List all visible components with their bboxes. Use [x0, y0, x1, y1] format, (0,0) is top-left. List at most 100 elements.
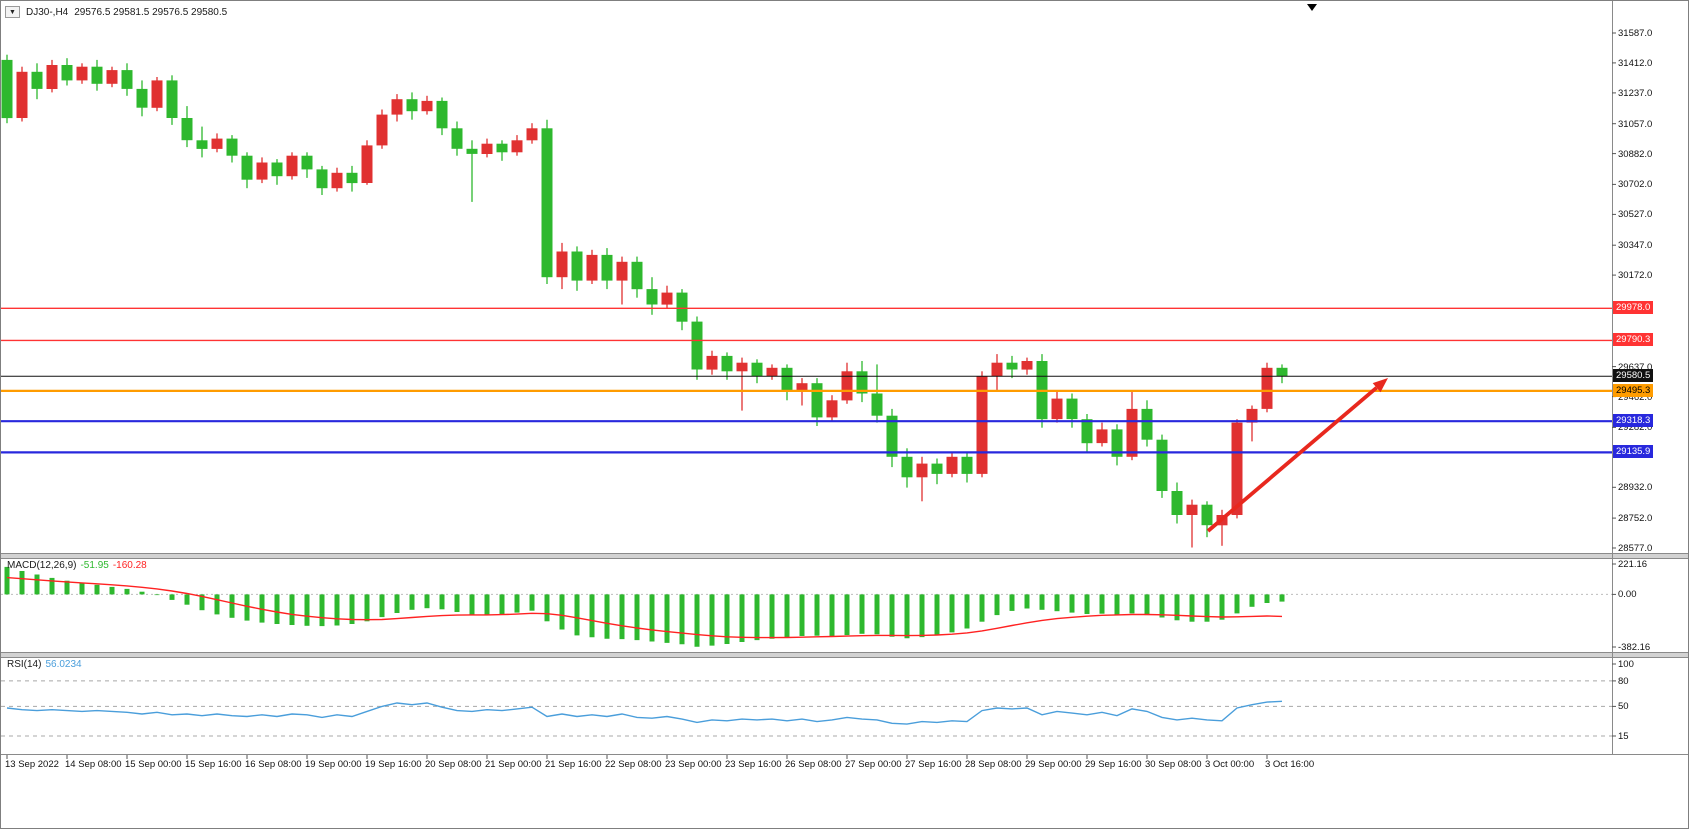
macd-indicator-label: MACD(12,26,9) -51.95 -160.28	[7, 560, 151, 571]
bear-candle	[61, 65, 73, 81]
price-axis-label: 30882.0	[1618, 149, 1653, 160]
time-axis-label: 27 Sep 16:00	[905, 759, 962, 770]
macd-axis-label: -382.16	[1618, 642, 1651, 653]
rsi-axis-label: 15	[1618, 731, 1629, 742]
triangle-marker[interactable]	[1307, 4, 1317, 11]
bull-candle	[1051, 398, 1063, 420]
trend-arrow-shaft[interactable]	[1206, 386, 1378, 533]
trend-arrow-head[interactable]	[1372, 378, 1388, 393]
rsi-value: 56.0234	[45, 659, 82, 670]
bear-candle	[316, 169, 328, 189]
bear-candle	[856, 371, 868, 394]
macd-main-value: -51.95	[80, 560, 109, 571]
bear-candle	[121, 70, 133, 89]
price-axis-label: 31587.0	[1618, 28, 1653, 39]
bear-candle	[1171, 491, 1183, 515]
rsi-indicator-label: RSI(14) 56.0234	[7, 659, 86, 670]
bear-candle	[931, 463, 943, 474]
bear-candle	[346, 172, 358, 184]
bear-candle	[1276, 367, 1288, 377]
price-axis-label: 31412.0	[1618, 58, 1653, 69]
bear-candle	[166, 80, 178, 118]
time-axis-label: 23 Sep 00:00	[665, 759, 722, 770]
price-line-label: 29580.5	[1613, 369, 1654, 382]
bear-candle	[1066, 398, 1078, 420]
price-axis-label: 31237.0	[1618, 88, 1653, 99]
time-axis-label: 26 Sep 08:00	[785, 759, 842, 770]
bear-candle	[1201, 504, 1213, 526]
price-axis-label: 28752.0	[1618, 513, 1653, 524]
bear-candle	[676, 292, 688, 322]
bear-candle	[571, 251, 583, 281]
bear-candle	[1141, 408, 1153, 440]
time-axis-label: 21 Sep 00:00	[485, 759, 542, 770]
time-axis-label: 14 Sep 08:00	[65, 759, 122, 770]
macd-axis-label: 0.00	[1618, 589, 1637, 600]
bear-candle	[91, 66, 103, 84]
bull-candle	[421, 100, 433, 112]
time-axis-label: 3 Oct 00:00	[1205, 759, 1255, 770]
bear-candle	[601, 254, 613, 281]
rsi-axis-label: 50	[1618, 701, 1629, 712]
bear-candle	[1006, 362, 1018, 370]
bull-candle	[1096, 429, 1108, 444]
bull-candle	[106, 70, 118, 84]
time-axis-label: 19 Sep 00:00	[305, 759, 362, 770]
panel-divider[interactable]	[1, 553, 1689, 559]
price-axis-label: 30527.0	[1618, 209, 1653, 220]
bull-candle	[331, 172, 343, 189]
bull-candle	[916, 463, 928, 478]
macd-signal-line	[6, 576, 1283, 639]
bull-candle	[1231, 422, 1243, 515]
price-axis-label: 29462.0	[1618, 392, 1653, 403]
bear-candle	[901, 456, 913, 478]
price-line-label: 29790.3	[1613, 333, 1654, 346]
bull-candle	[796, 383, 808, 392]
bull-candle	[481, 143, 493, 154]
bear-candle	[871, 393, 883, 416]
price-axis-label: 28932.0	[1618, 482, 1653, 493]
bear-candle	[436, 100, 448, 129]
bear-candle	[1111, 429, 1123, 457]
time-axis-label: 3 Oct 16:00	[1265, 759, 1315, 770]
bear-candle	[691, 321, 703, 370]
bear-candle	[271, 162, 283, 177]
macd-signal-value: -160.28	[112, 560, 147, 571]
price-line-label: 29135.9	[1613, 445, 1654, 458]
bull-candle	[1261, 367, 1273, 409]
bull-candle	[286, 155, 298, 177]
bear-candle	[541, 128, 553, 278]
time-axis-label: 21 Sep 16:00	[545, 759, 602, 770]
time-axis-label: 13 Sep 2022	[5, 759, 59, 770]
bull-candle	[1021, 361, 1033, 370]
bear-candle	[226, 138, 238, 156]
symbol-timeframe-label: DJ30-,H4	[26, 6, 69, 18]
price-line-label: 29318.3	[1613, 414, 1654, 427]
symbol-dropdown-button[interactable]: ▼	[5, 6, 20, 18]
rsi-axis-label: 80	[1618, 676, 1629, 687]
time-axis-label: 29 Sep 16:00	[1085, 759, 1142, 770]
bull-candle	[376, 114, 388, 146]
bear-candle	[646, 289, 658, 305]
bull-candle	[826, 400, 838, 418]
bull-candle	[391, 99, 403, 115]
bear-candle	[301, 155, 313, 170]
bear-candle	[451, 128, 463, 149]
rsi-line	[6, 700, 1283, 725]
chevron-down-icon: ▼	[9, 8, 16, 16]
bull-candle	[991, 362, 1003, 377]
bull-candle	[661, 292, 673, 305]
bull-candle	[76, 66, 88, 81]
bear-candle	[136, 88, 148, 108]
bear-candle	[1081, 419, 1093, 444]
bear-candle	[811, 383, 823, 418]
bear-candle	[961, 456, 973, 474]
price-axis-label: 28577.0	[1618, 543, 1653, 554]
bear-candle	[631, 261, 643, 290]
time-axis-label: 22 Sep 08:00	[605, 759, 662, 770]
time-axis-label: 23 Sep 16:00	[725, 759, 782, 770]
panel-divider[interactable]	[1, 652, 1689, 658]
time-axis-label: 29 Sep 00:00	[1025, 759, 1082, 770]
price-axis-label: 30172.0	[1618, 270, 1653, 281]
price-axis-label: 29282.0	[1618, 422, 1653, 433]
